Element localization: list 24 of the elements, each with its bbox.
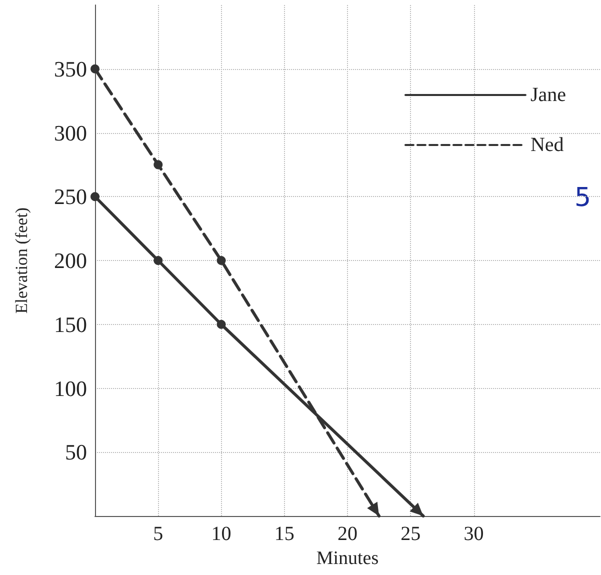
x-axis-title: Minutes bbox=[316, 548, 379, 569]
point bbox=[90, 64, 100, 74]
point bbox=[216, 320, 226, 329]
y-tick-label: 350 bbox=[54, 56, 87, 82]
y-tick-label: 200 bbox=[54, 248, 87, 273]
y-tick-label: 100 bbox=[54, 376, 87, 401]
y-tick-label: 300 bbox=[54, 120, 87, 146]
x-tick-label: 5 bbox=[153, 523, 164, 545]
point bbox=[154, 160, 163, 170]
x-tick-label: 30 bbox=[464, 523, 484, 545]
point bbox=[216, 256, 226, 265]
text: Ned bbox=[530, 134, 564, 156]
y-axis-title: Elevation (feet) bbox=[12, 207, 31, 314]
x-tick-label: 10 bbox=[211, 523, 232, 545]
point bbox=[154, 256, 163, 265]
y-tick-label: 50 bbox=[65, 440, 87, 465]
x-tick-label: 15 bbox=[274, 523, 294, 545]
annotation: 5 bbox=[574, 183, 592, 213]
point bbox=[90, 192, 100, 202]
x-tick-label: 20 bbox=[338, 523, 358, 545]
y-tick-label: 250 bbox=[54, 184, 87, 210]
text: Jane bbox=[530, 84, 566, 106]
x-tick-label: 25 bbox=[400, 523, 421, 545]
y-tick-label: 150 bbox=[54, 312, 87, 337]
